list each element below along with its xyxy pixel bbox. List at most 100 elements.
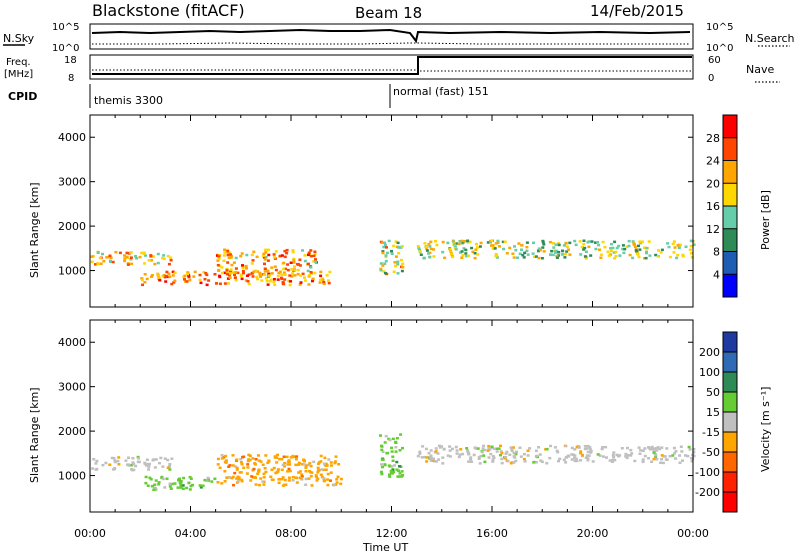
heatmap-cell — [96, 251, 100, 254]
heatmap-cell — [596, 241, 599, 244]
heatmap-cell — [553, 446, 557, 449]
heatmap-cell — [418, 452, 422, 455]
heatmap-cell — [396, 272, 400, 275]
heatmap-cell — [222, 259, 226, 262]
heatmap-cell — [427, 242, 431, 246]
heatmap-cell — [633, 245, 637, 249]
freq-left-tick-bottom: 8 — [68, 73, 74, 84]
heatmap-cell — [235, 477, 239, 480]
heatmap-cell — [446, 241, 450, 245]
heatmap-cell — [281, 476, 285, 479]
heatmap-cell — [320, 475, 324, 479]
heatmap-cell — [259, 477, 263, 480]
heatmap-cell — [586, 444, 590, 448]
heatmap-cell — [246, 274, 249, 277]
heatmap-cell — [641, 240, 644, 243]
heatmap-cell — [583, 246, 587, 250]
heatmap-cell — [623, 247, 627, 251]
heatmap-cell — [483, 448, 487, 452]
heatmap-cell — [659, 251, 663, 254]
heatmap-cell — [95, 459, 99, 463]
heatmap-cell — [509, 446, 513, 449]
heatmap-cell — [293, 269, 297, 272]
heatmap-cell — [478, 245, 482, 248]
heatmap-cell — [493, 247, 497, 250]
heatmap-cell — [499, 453, 502, 457]
nsky-left-tick-bottom: 10^0 — [52, 43, 79, 54]
heatmap-cell — [500, 457, 504, 461]
power-colorbar-label: Power [dB] — [759, 190, 772, 250]
heatmap-cell — [276, 468, 280, 471]
heatmap-cell — [611, 246, 615, 250]
heatmap-cell — [557, 459, 560, 463]
heatmap-cell — [566, 454, 570, 457]
heatmap-cell — [486, 449, 490, 452]
heatmap-cell — [539, 459, 543, 462]
heatmap-cell — [283, 483, 287, 487]
heatmap-cell — [256, 270, 260, 273]
heatmap-cell — [681, 255, 685, 258]
heatmap-cell — [643, 454, 647, 458]
heatmap-cell — [689, 244, 693, 248]
heatmap-cell — [315, 475, 318, 479]
heatmap-cell — [422, 256, 426, 260]
heatmap-cell — [477, 456, 481, 459]
heatmap-cell — [319, 473, 323, 476]
heatmap-cell — [428, 245, 432, 248]
heatmap-cell — [314, 260, 318, 264]
heatmap-cell — [688, 248, 692, 251]
heatmap-cell — [316, 466, 320, 470]
heatmap-cell — [187, 481, 191, 485]
heatmap-cell — [327, 458, 331, 461]
heatmap-cell — [322, 282, 326, 285]
heatmap-cell — [668, 455, 672, 458]
heatmap-cell — [153, 466, 157, 469]
colorbar-tick-label: 16 — [706, 200, 720, 213]
heatmap-cell — [461, 254, 465, 257]
heatmap-cell — [388, 473, 391, 476]
heatmap-cell — [582, 242, 586, 246]
heatmap-cell — [235, 458, 239, 461]
heatmap-cell — [635, 250, 639, 253]
heatmap-cell — [467, 254, 471, 258]
heatmap-cell — [479, 454, 483, 458]
heatmap-cell — [397, 252, 401, 255]
heatmap-cell — [143, 273, 147, 276]
heatmap-cell — [158, 279, 162, 282]
heatmap-cell — [262, 472, 266, 476]
heatmap-cell — [401, 446, 404, 450]
heatmap-cell — [163, 486, 167, 489]
heatmap-cell — [291, 272, 294, 275]
heatmap-cell — [135, 257, 139, 260]
heatmap-cell — [105, 256, 109, 259]
heatmap-cell — [223, 271, 227, 275]
heatmap-cell — [281, 463, 285, 467]
heatmap-cell — [481, 447, 485, 450]
heatmap-cell — [150, 274, 154, 277]
heatmap-cell — [436, 452, 440, 455]
heatmap-cell — [509, 462, 513, 465]
heatmap-cell — [511, 252, 515, 255]
heatmap-cell — [254, 458, 258, 461]
heatmap-cell — [570, 453, 574, 456]
heatmap-cell — [179, 481, 183, 484]
heatmap-cell — [643, 246, 646, 249]
heatmap-cell — [227, 282, 230, 285]
heatmap-cell — [425, 460, 429, 463]
x-axis-ticks: 00:00 04:00 08:00 12:00 16:00 20:00 00:00 — [74, 527, 709, 540]
heatmap-cell — [124, 459, 128, 462]
heatmap-cell — [458, 453, 462, 456]
x-tick-label: 16:00 — [476, 527, 508, 540]
heatmap-cell — [473, 256, 477, 260]
heatmap-cell — [275, 461, 279, 464]
heatmap-cell — [316, 477, 320, 480]
heatmap-cell — [161, 465, 165, 468]
heatmap-cell — [597, 243, 601, 247]
heatmap-cell — [295, 455, 299, 458]
colorbar-tick-label: 12 — [706, 223, 720, 236]
date-title: 14/Feb/2015 — [590, 2, 684, 20]
heatmap-cell — [540, 257, 544, 260]
heatmap-cell — [318, 281, 322, 284]
heatmap-cell — [240, 478, 244, 482]
heatmap-cell — [272, 466, 276, 470]
